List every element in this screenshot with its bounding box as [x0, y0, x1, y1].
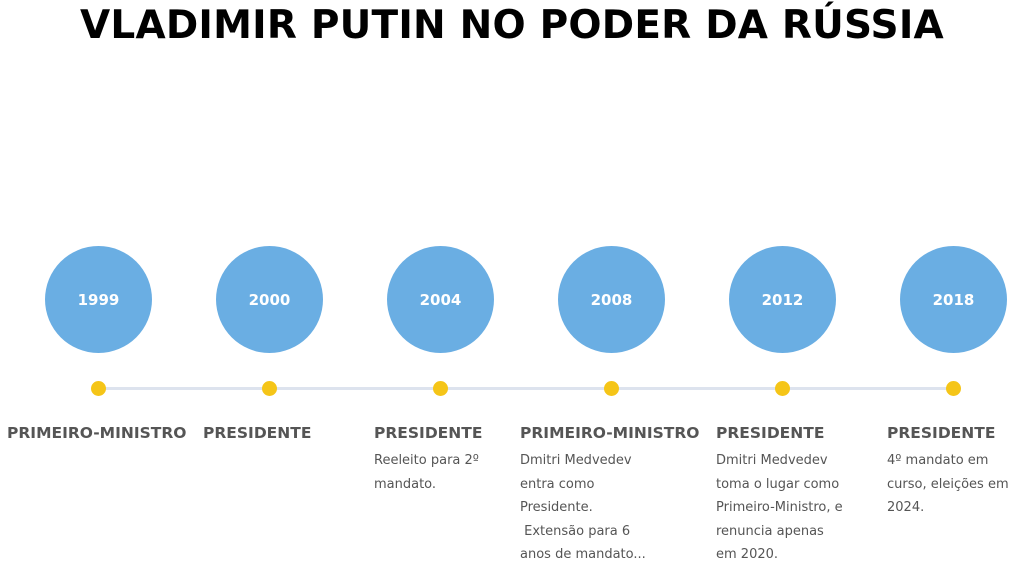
description-line: anos de mandato... [520, 547, 646, 563]
event-heading-1999: PRIMEIRO-MINISTRO [7, 424, 187, 442]
year-label: 2018 [932, 290, 975, 309]
event-heading-2008: PRIMEIRO-MINISTRO [520, 424, 700, 442]
timeline-dot-1999 [91, 381, 106, 396]
timeline-dot-2008 [604, 381, 619, 396]
timeline-dot-2000 [262, 381, 277, 396]
description-line: em 2020. [716, 547, 779, 563]
event-heading-2018: PRESIDENTE [887, 424, 996, 442]
year-circle-2012: 2012 [729, 246, 836, 353]
timeline-dot-2004 [433, 381, 448, 396]
year-label: 2000 [248, 290, 291, 309]
description-line: entra como [520, 476, 595, 492]
year-label: 2004 [419, 290, 462, 309]
description-line: Extensão para 6 [520, 523, 631, 539]
event-heading-2000: PRESIDENTE [203, 424, 312, 442]
year-circle-2018: 2018 [900, 246, 1007, 353]
year-circle-2000: 2000 [216, 246, 323, 353]
description-line: renuncia apenas [716, 523, 824, 539]
description-line: Dmitri Medvedev [716, 453, 828, 468]
timeline-dot-2018 [946, 381, 961, 396]
description-line: Presidente. [520, 500, 593, 516]
year-circle-2008: 2008 [558, 246, 665, 353]
year-label: 1999 [77, 290, 120, 309]
year-label: 2008 [590, 290, 633, 309]
description-line: toma o lugar como [716, 476, 840, 492]
description-line: Reeleito para 2º [374, 453, 479, 468]
description-line: Primeiro-Ministro, e [716, 500, 843, 516]
event-description-2008: Dmitri Medvedev entra como Presidente. E… [520, 449, 646, 567]
description-line: mandato. [374, 476, 437, 492]
year-label: 2012 [761, 290, 804, 309]
event-heading-2004: PRESIDENTE [374, 424, 483, 442]
description-line: Dmitri Medvedev [520, 453, 632, 468]
timeline-line [99, 387, 954, 390]
description-line: 4º mandato em [887, 453, 989, 468]
year-circle-1999: 1999 [45, 246, 152, 353]
event-description-2018: 4º mandato em curso, eleições em 2024. [887, 449, 1009, 520]
event-description-2012: Dmitri Medvedev toma o lugar como Primei… [716, 449, 843, 567]
description-line: curso, eleições em [887, 476, 1009, 492]
timeline-dot-2012 [775, 381, 790, 396]
page-title: VLADIMIR PUTIN NO PODER DA RÚSSIA [80, 3, 944, 48]
event-heading-2012: PRESIDENTE [716, 424, 825, 442]
event-description-2004: Reeleito para 2º mandato. [374, 449, 479, 496]
description-line: 2024. [887, 500, 925, 516]
year-circle-2004: 2004 [387, 246, 494, 353]
